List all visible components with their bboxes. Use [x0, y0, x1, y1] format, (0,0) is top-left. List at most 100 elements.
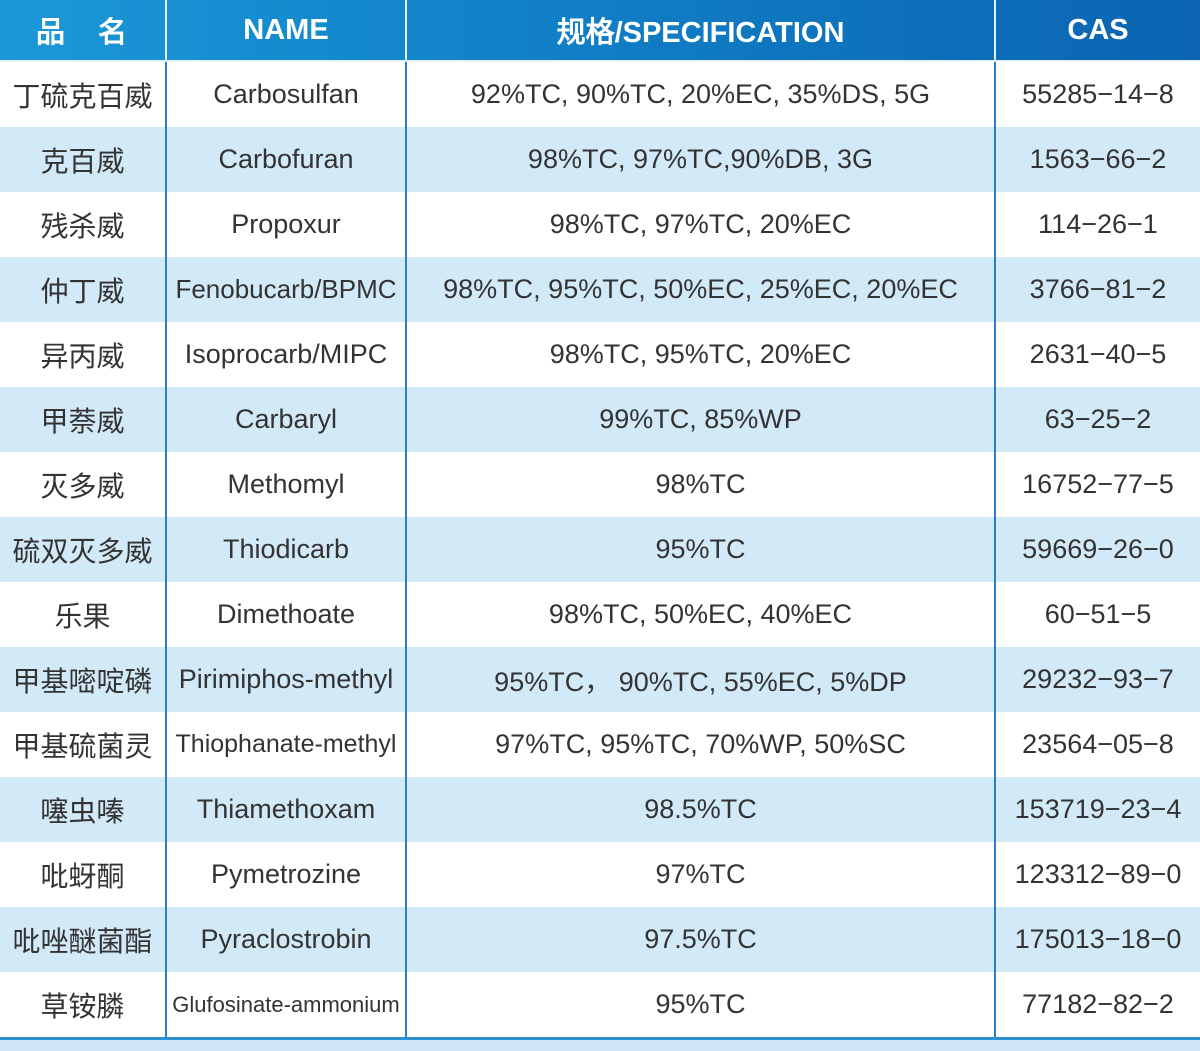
cell-product-name-cn: 乐果 [0, 582, 167, 647]
product-name-en: Carbaryl [234, 404, 338, 434]
cell-product-name-cn: 硫双灭多威 [0, 517, 167, 582]
specification-text: 98%TC, 97%TC, 20%EC [549, 209, 852, 239]
table-body: 丁硫克百威 Carbosulfan 92%TC, 90%TC, 20%EC, 3… [0, 62, 1200, 1037]
product-name-en: Isoprocarb/MIPC [184, 339, 388, 369]
cell-name: Pymetrozine [167, 842, 407, 907]
cell-name: Propoxur [167, 192, 407, 257]
cell-name: Carbofuran [167, 127, 407, 192]
cell-cas: 55285−14−8 [996, 62, 1200, 127]
specification-text: 99%TC, 85%WP [599, 404, 802, 434]
specification-text: 98%TC, 50%EC, 40%EC [548, 599, 853, 629]
table-row: 吡唑醚菌酯 Pyraclostrobin 97.5%TC 175013−18−0 [0, 907, 1200, 972]
cell-specification: 98.5%TC [407, 777, 996, 842]
table-row: 残杀威 Propoxur 98%TC, 97%TC, 20%EC 114−26−… [0, 192, 1200, 257]
cell-specification: 98%TC, 97%TC, 20%EC [407, 192, 996, 257]
header-col-product-name-cn: 品 名 [0, 0, 167, 60]
cell-specification: 98%TC, 97%TC,90%DB, 3G [407, 127, 996, 192]
cell-product-name-cn: 异丙威 [0, 322, 167, 387]
table-row: 乐果 Dimethoate 98%TC, 50%EC, 40%EC 60−51−… [0, 582, 1200, 647]
cell-cas: 16752−77−5 [996, 452, 1200, 517]
product-name-en: Dimethoate [216, 599, 356, 629]
cas-number: 55285−14−8 [1022, 79, 1174, 109]
cell-product-name-cn: 残杀威 [0, 192, 167, 257]
cell-specification: 95%TC [407, 972, 996, 1037]
bottom-border-line [0, 1037, 1200, 1040]
product-name-cn: 吡蚜酮 [40, 860, 125, 892]
cas-number: 3766−81−2 [1029, 274, 1167, 304]
cas-number: 63−25−2 [1044, 404, 1152, 434]
cas-number: 77182−82−2 [1022, 989, 1174, 1019]
product-name-cn: 克百威 [40, 145, 125, 177]
specification-text: 98%TC, 95%TC, 20%EC [549, 339, 852, 369]
cas-number: 175013−18−0 [1014, 924, 1182, 954]
cell-cas: 2631−40−5 [996, 322, 1200, 387]
table-row: 草铵膦 Glufosinate-ammonium 95%TC 77182−82−… [0, 972, 1200, 1037]
cell-cas: 63−25−2 [996, 387, 1200, 452]
cell-cas: 77182−82−2 [996, 972, 1200, 1037]
cell-specification: 97.5%TC [407, 907, 996, 972]
product-name-en: Pyraclostrobin [200, 924, 372, 954]
header-col-cas: CAS [1067, 13, 1129, 46]
product-name-cn: 噻虫嗪 [40, 795, 125, 827]
specification-text: 97.5%TC [644, 924, 757, 954]
cell-cas: 114−26−1 [996, 192, 1200, 257]
product-name-en: Methomyl [227, 469, 345, 499]
table-row: 甲基硫菌灵 Thiophanate-methyl 97%TC, 95%TC, 7… [0, 712, 1200, 777]
cell-specification: 99%TC, 85%WP [407, 387, 996, 452]
cell-product-name-cn: 草铵膦 [0, 972, 167, 1037]
cell-name: Methomyl [167, 452, 407, 517]
cell-specification: 98%TC, 95%TC, 20%EC [407, 322, 996, 387]
table-header: 品 名 NAME 规格/SPECIFICATION CAS [0, 0, 1200, 62]
product-name-en: Fenobucarb/BPMC [175, 274, 397, 304]
cell-name: Pirimiphos-methyl [167, 647, 407, 712]
cell-cas: 23564−05−8 [996, 712, 1200, 777]
product-name-en: Carbosulfan [213, 79, 359, 109]
specification-text: 95%TC [655, 534, 746, 564]
product-name-en: Carbofuran [218, 144, 354, 174]
cell-specification: 98%TC [407, 452, 996, 517]
cell-cas: 60−51−5 [996, 582, 1200, 647]
cell-product-name-cn: 甲萘威 [0, 387, 167, 452]
cell-specification: 95%TC， 90%TC, 55%EC, 5%DP [407, 647, 996, 712]
product-name-cn: 仲丁威 [40, 275, 125, 307]
cell-specification: 98%TC, 95%TC, 50%EC, 25%EC, 20%EC [407, 257, 996, 322]
cas-number: 60−51−5 [1044, 599, 1152, 629]
table-row: 甲萘威 Carbaryl 99%TC, 85%WP 63−25−2 [0, 387, 1200, 452]
cell-specification: 92%TC, 90%TC, 20%EC, 35%DS, 5G [407, 62, 996, 127]
product-name-en: Thiamethoxam [196, 794, 376, 824]
specification-text: 97%TC [655, 859, 746, 889]
table-row: 克百威 Carbofuran 98%TC, 97%TC,90%DB, 3G 15… [0, 127, 1200, 192]
cas-number: 59669−26−0 [1022, 534, 1174, 564]
cell-name: Thiophanate-methyl [167, 712, 407, 777]
cell-product-name-cn: 灭多威 [0, 452, 167, 517]
table-row: 吡蚜酮 Pymetrozine 97%TC 123312−89−0 [0, 842, 1200, 907]
cas-number: 123312−89−0 [1014, 859, 1182, 889]
product-name-cn: 乐果 [54, 600, 111, 632]
cell-product-name-cn: 吡蚜酮 [0, 842, 167, 907]
header-col-specification: 规格/SPECIFICATION [407, 0, 996, 60]
cell-specification: 95%TC [407, 517, 996, 582]
product-name-cn: 草铵膦 [40, 990, 125, 1022]
cell-product-name-cn: 克百威 [0, 127, 167, 192]
specification-text: 98%TC, 97%TC,90%DB, 3G [527, 144, 874, 174]
product-name-en: Thiophanate-methyl [175, 730, 397, 758]
specification-text: 98.5%TC [644, 794, 757, 824]
table-row: 甲基嘧啶磷 Pirimiphos-methyl 95%TC， 90%TC, 55… [0, 647, 1200, 712]
product-name-cn: 硫双灭多威 [12, 535, 153, 567]
specification-text: 97%TC, 95%TC, 70%WP, 50%SC [495, 729, 906, 759]
cell-product-name-cn: 吡唑醚菌酯 [0, 907, 167, 972]
cell-name: Carbaryl [167, 387, 407, 452]
cell-cas: 153719−23−4 [996, 777, 1200, 842]
cas-number: 2631−40−5 [1029, 339, 1167, 369]
cell-name: Glufosinate-ammonium [167, 972, 407, 1037]
cas-number: 29232−93−7 [1022, 664, 1174, 694]
cas-number: 114−26−1 [1038, 209, 1158, 239]
cell-product-name-cn: 仲丁威 [0, 257, 167, 322]
product-name-en: Propoxur [231, 209, 341, 239]
cell-product-name-cn: 甲基硫菌灵 [0, 712, 167, 777]
cell-cas: 123312−89−0 [996, 842, 1200, 907]
product-name-en: Pymetrozine [210, 859, 362, 889]
cell-product-name-cn: 噻虫嗪 [0, 777, 167, 842]
cas-number: 23564−05−8 [1022, 729, 1174, 759]
